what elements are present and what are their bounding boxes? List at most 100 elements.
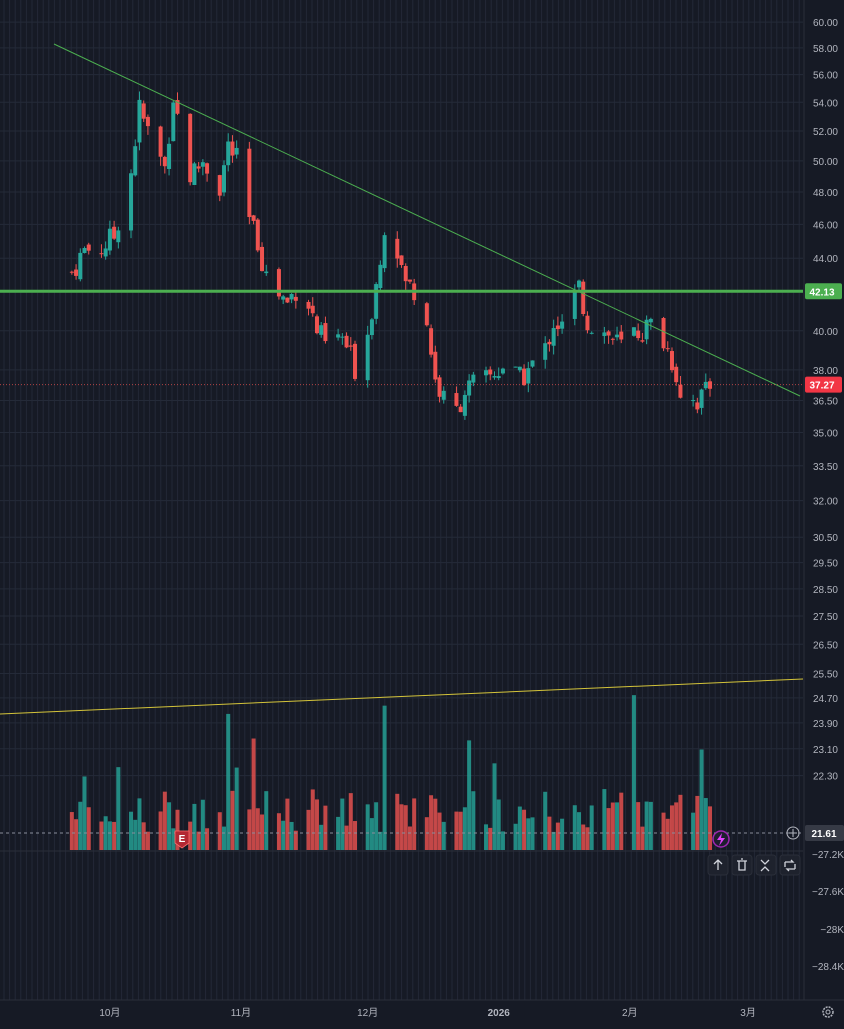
volume-bar bbox=[543, 791, 548, 850]
gear-icon[interactable] bbox=[822, 1006, 834, 1018]
candle-body bbox=[471, 374, 476, 383]
volume-bar bbox=[310, 789, 315, 850]
candle-body bbox=[281, 296, 286, 300]
volume-bar bbox=[78, 801, 83, 850]
candle-body bbox=[374, 284, 379, 319]
lightning-icon[interactable] bbox=[712, 830, 730, 848]
price-tick-label: 54.00 bbox=[813, 98, 838, 109]
volume-bar bbox=[678, 794, 683, 850]
volume-trendline[interactable] bbox=[0, 678, 804, 715]
candle-body bbox=[555, 325, 560, 330]
volume-bar bbox=[585, 827, 590, 850]
volume-bar bbox=[699, 749, 704, 850]
candle-body bbox=[615, 334, 620, 338]
volume-bar bbox=[665, 818, 670, 850]
candle-body bbox=[407, 279, 412, 282]
volume-bar bbox=[285, 798, 290, 850]
time-axis[interactable]: 10月 11月 12月 2026 2月 3月 bbox=[0, 999, 844, 1024]
volume-tick-label: −28.4K bbox=[812, 962, 844, 973]
volume-bar bbox=[648, 801, 653, 850]
candle-body bbox=[196, 166, 201, 169]
candle-body bbox=[441, 390, 446, 400]
candle-body bbox=[543, 343, 548, 360]
candle-body bbox=[137, 99, 142, 143]
candle-body bbox=[602, 332, 607, 337]
candle-body bbox=[289, 294, 294, 300]
drawing-toolbar[interactable] bbox=[707, 854, 801, 876]
plus-circle-icon[interactable] bbox=[786, 826, 800, 840]
candle-body bbox=[669, 351, 674, 371]
volume-bar bbox=[691, 812, 696, 850]
volume-bar bbox=[619, 792, 624, 850]
candle-body bbox=[192, 163, 197, 185]
price-tick-label: 46.00 bbox=[813, 220, 838, 231]
collapse-icon[interactable] bbox=[755, 854, 777, 876]
price-tick-label: 50.00 bbox=[813, 157, 838, 168]
trash-icon[interactable] bbox=[731, 854, 753, 876]
last-price-label: 37.27 bbox=[809, 381, 834, 392]
volume-bar bbox=[145, 831, 150, 850]
time-tick-label: 3月 bbox=[740, 1007, 756, 1019]
price-axis[interactable]: 60.00 58.00 56.00 54.00 52.00 50.00 48.00 46.00… bbox=[786, 0, 844, 1024]
volume-bar bbox=[695, 795, 700, 850]
candle-body bbox=[353, 343, 358, 379]
volume-bar bbox=[441, 821, 446, 850]
candle-body bbox=[424, 303, 429, 326]
price-tick-label: 27.50 bbox=[813, 612, 838, 623]
candle-body bbox=[264, 271, 269, 274]
volume-bar bbox=[551, 831, 556, 850]
volume-bar bbox=[221, 826, 226, 850]
volume-bar bbox=[103, 816, 108, 850]
volume-bar bbox=[171, 828, 176, 850]
drawings[interactable] bbox=[0, 43, 804, 852]
candle-body bbox=[674, 366, 679, 383]
volume-bar bbox=[424, 817, 429, 850]
volume-bar bbox=[560, 818, 565, 850]
volume-bar bbox=[467, 740, 472, 850]
volume-bar bbox=[403, 805, 408, 850]
volume-bar bbox=[281, 820, 286, 850]
volume-bar bbox=[133, 819, 138, 850]
candle-body bbox=[433, 351, 438, 380]
volume-bar bbox=[708, 806, 713, 850]
candle-body bbox=[82, 248, 87, 253]
volume-bar bbox=[205, 828, 210, 850]
volume-bar bbox=[407, 826, 412, 850]
candle-body bbox=[175, 100, 180, 114]
candle-body bbox=[255, 219, 260, 251]
candle-body bbox=[665, 348, 670, 350]
volume-bar bbox=[226, 713, 231, 850]
candle-body bbox=[133, 146, 138, 176]
arrow-up-icon-glyph bbox=[713, 859, 723, 870]
price-tick-label: 60.00 bbox=[813, 18, 838, 29]
volume-bar bbox=[167, 802, 172, 850]
chart-markers[interactable]: E bbox=[174, 830, 730, 849]
candle-body bbox=[369, 319, 374, 336]
candle-body bbox=[323, 323, 328, 342]
candle-body bbox=[610, 338, 615, 340]
candle-body bbox=[217, 175, 222, 196]
candle-body bbox=[695, 402, 700, 410]
trendline[interactable] bbox=[53, 43, 801, 397]
candle-body bbox=[437, 377, 442, 397]
reset-icon[interactable] bbox=[779, 854, 801, 876]
earnings-marker[interactable]: E bbox=[174, 830, 190, 849]
candle-body bbox=[526, 368, 531, 384]
candle-body bbox=[205, 163, 210, 174]
volume-bar bbox=[488, 827, 493, 850]
price-tick-label: 44.00 bbox=[813, 254, 838, 265]
candle-body bbox=[572, 291, 577, 319]
candle-body bbox=[644, 319, 649, 340]
volume-bar bbox=[669, 805, 674, 850]
volume-bar bbox=[86, 807, 91, 850]
candle-body bbox=[285, 297, 290, 303]
trash-icon-glyph bbox=[737, 858, 747, 871]
volume-bar bbox=[344, 825, 349, 850]
volume-bar bbox=[192, 803, 197, 850]
arrow-up-icon[interactable] bbox=[707, 854, 729, 876]
volume-bar bbox=[196, 831, 201, 850]
volume-bar bbox=[260, 814, 265, 850]
candle-body bbox=[319, 325, 324, 335]
